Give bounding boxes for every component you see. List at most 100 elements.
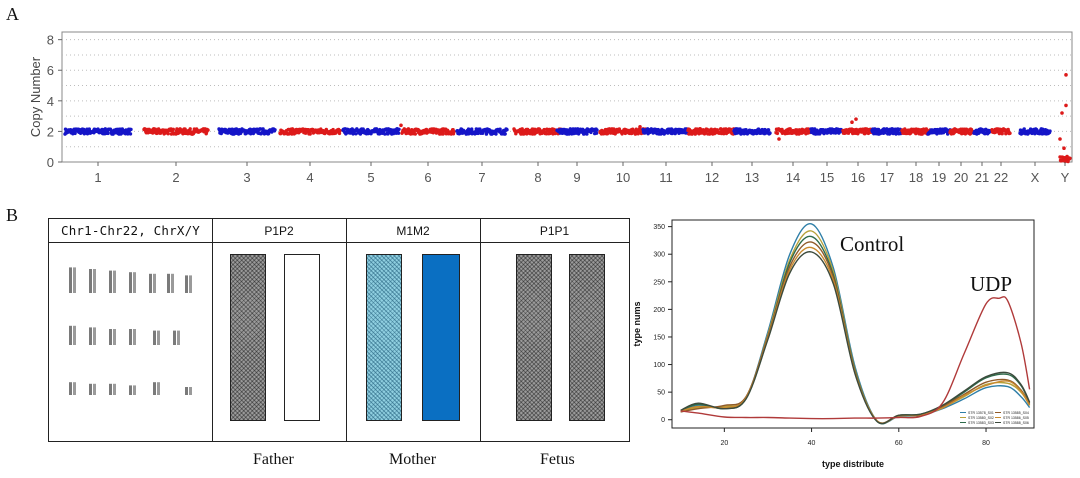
x-tick-label: 16 — [851, 170, 865, 185]
copy-number-point — [595, 128, 599, 132]
x-tick-label: 6 — [424, 170, 431, 185]
inheritance-table: Chr1-Chr22, ChrX/Y P1P2 M1M2 P1P1 — [48, 218, 630, 442]
str-series-line-1 — [680, 223, 1031, 425]
copy-number-point — [166, 132, 170, 136]
chromosome-glyph — [113, 270, 116, 293]
chromosome-glyph — [171, 273, 174, 293]
copy-number-point — [219, 131, 223, 136]
chromosome-glyph — [133, 272, 136, 293]
copy-number-point — [1003, 128, 1008, 132]
copy-number-point — [542, 127, 546, 132]
x-tick-label: 17 — [880, 170, 894, 185]
legend-label: STR 13586_S05 — [1003, 416, 1029, 420]
chromosome-glyph — [93, 383, 96, 395]
chromosome-glyph — [149, 273, 152, 293]
str-x-axis-label: type distribute — [822, 459, 884, 469]
x-tick-label: Y — [1061, 170, 1070, 185]
chromosome-14-points — [774, 127, 812, 136]
copy-number-point — [693, 132, 697, 136]
x-tick-label: 18 — [909, 170, 923, 185]
copy-number-point — [1068, 156, 1072, 160]
str-series-line-6 — [680, 251, 1031, 425]
copy-number-point — [273, 128, 277, 132]
x-tick-label: 11 — [659, 170, 673, 185]
str-x-tick-label: 60 — [895, 440, 903, 447]
str-series-line-7 — [680, 296, 1031, 420]
chromosome-17-points — [870, 127, 904, 136]
chromosome-15-points — [809, 127, 845, 136]
chromosome-2-points — [142, 127, 210, 136]
legend-label: STR 13588_S06 — [1003, 421, 1029, 425]
chromosome-glyph — [89, 269, 92, 293]
str-x-tick-label: 80 — [982, 440, 990, 447]
y-tick-label: 0 — [47, 155, 54, 170]
y-axis-label: Copy Number — [28, 56, 43, 137]
copy-number-point — [470, 127, 474, 131]
str-y-tick-label: 50 — [657, 390, 665, 397]
chromosome-glyph — [189, 275, 192, 293]
copy-number-point — [128, 132, 133, 136]
chromosome-20-points — [948, 127, 974, 136]
x-tick-label: 12 — [705, 170, 719, 185]
father-chromosome-p2 — [284, 254, 320, 421]
x-tick-label: 21 — [975, 170, 989, 185]
copy-number-point — [106, 131, 110, 136]
chromosome-4-points — [278, 127, 342, 136]
copy-number-point — [1000, 132, 1004, 136]
copy-number-point — [505, 128, 509, 132]
str-series-line-5 — [680, 246, 1031, 424]
copy-number-point — [261, 127, 265, 131]
x-tick-label: 5 — [367, 170, 374, 185]
x-tick-label: 2 — [172, 170, 179, 185]
str-x-tick-label: 20 — [720, 440, 728, 447]
copy-number-point — [396, 131, 401, 135]
y-tick-label: 4 — [47, 94, 54, 109]
x-tick-label: 15 — [820, 170, 834, 185]
copy-number-point — [916, 127, 921, 132]
copy-number-point — [503, 132, 507, 136]
copy-number-point — [441, 132, 445, 136]
copy-number-point — [188, 127, 192, 131]
outlier-point — [1058, 137, 1062, 141]
legend-label: STR 13580_S02 — [968, 416, 994, 420]
copy-number-point — [585, 132, 589, 136]
x-tick-label: 20 — [954, 170, 968, 185]
chromosome-7-points — [455, 127, 509, 136]
table-header-chromosomes: Chr1-Chr22, ChrX/Y — [49, 219, 212, 243]
chromosome-glyph — [129, 272, 132, 293]
fetus-chromosome-p1a — [516, 254, 552, 421]
chromosome-glyph — [153, 330, 156, 345]
outlier-point — [1062, 146, 1066, 151]
legend-label: STR 13583_S03 — [968, 421, 994, 425]
legend-label: STR 13578_S01 — [968, 411, 994, 415]
str-y-tick-label: 150 — [653, 334, 665, 341]
copy-number-point — [109, 128, 113, 132]
copy-number-point — [1008, 131, 1012, 135]
chromosome-glyph — [167, 273, 170, 293]
chromosome-glyph — [157, 382, 160, 395]
copy-number-point — [129, 127, 133, 132]
copy-number-point — [768, 131, 772, 135]
str-y-tick-label: 200 — [653, 307, 665, 314]
chromosome-glyph — [113, 329, 116, 345]
chromosome-glyph — [173, 330, 176, 345]
y-tick-label: 6 — [47, 63, 54, 78]
copy-number-point — [757, 128, 762, 132]
chromosome-glyph — [133, 385, 136, 395]
y-tick-label: 2 — [47, 124, 54, 139]
mother-chromosome-m2 — [422, 254, 460, 421]
copy-number-point — [766, 128, 771, 132]
str-y-tick-label: 250 — [653, 279, 665, 286]
chromosome-glyph — [153, 273, 156, 293]
x-tick-label: X — [1031, 170, 1040, 185]
table-header-mother: M1M2 — [346, 219, 480, 243]
outlier-point — [638, 125, 642, 129]
chromosome-5-points — [341, 127, 401, 136]
outlier-point — [1064, 103, 1068, 108]
annotation-control: Control — [840, 232, 904, 256]
outlier-point — [854, 117, 858, 121]
copy-number-point — [351, 132, 355, 136]
copy-number-point — [467, 131, 472, 136]
chromosome-21-points — [972, 127, 992, 136]
chromosome-glyph — [109, 329, 112, 345]
